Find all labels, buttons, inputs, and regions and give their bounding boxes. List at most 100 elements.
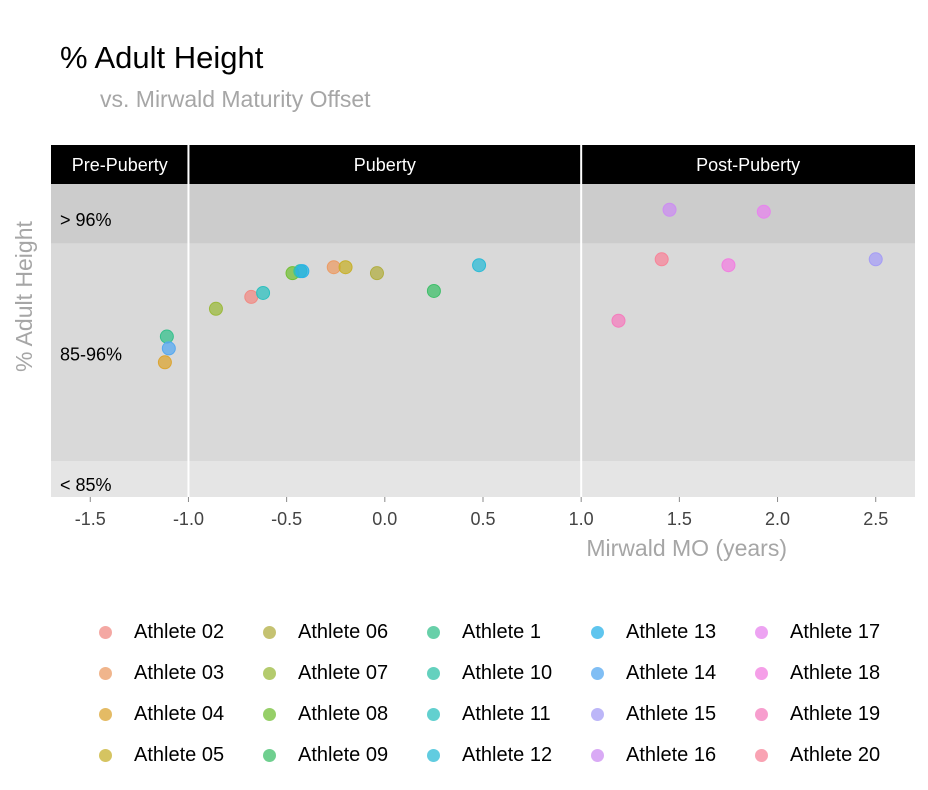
legend-item: Athlete 18 (746, 653, 910, 694)
legend-item: Athlete 14 (582, 653, 746, 694)
x-tick-label: 2.0 (765, 509, 790, 529)
phase-label-2: Post-Puberty (696, 155, 800, 175)
legend-marker (755, 667, 768, 680)
legend-marker (263, 749, 276, 762)
x-tick-label: 1.0 (569, 509, 594, 529)
legend-marker (427, 708, 440, 721)
legend-label: Athlete 1 (462, 621, 541, 643)
legend-item: Athlete 13 (582, 612, 746, 653)
legend-marker (99, 626, 112, 639)
legend-marker (263, 708, 276, 721)
phase-label-0: Pre-Puberty (72, 155, 168, 175)
point-athlete-12 (472, 258, 487, 273)
legend-marker (99, 708, 112, 721)
legend-marker (591, 708, 604, 721)
phase-label-1: Puberty (354, 155, 416, 175)
legend-label: Athlete 03 (134, 662, 225, 684)
legend-label: Athlete 02 (134, 621, 225, 643)
legend-label: Athlete 11 (462, 703, 551, 725)
legend-item: Athlete 15 (582, 694, 746, 735)
legend-item: Athlete 05 (90, 735, 254, 776)
legend-label: Athlete 08 (298, 703, 389, 725)
band-0 (51, 184, 915, 244)
legend-marker (591, 749, 604, 762)
legend-marker (99, 667, 112, 680)
x-axis-label: Mirwald MO (years) (586, 535, 787, 561)
legend-label: Athlete 17 (790, 621, 881, 643)
legend-marker (427, 749, 440, 762)
legend-marker (755, 708, 768, 721)
point-athlete-16 (662, 202, 677, 217)
legend-label: Athlete 20 (790, 744, 881, 766)
legend-item: Athlete 12 (418, 735, 582, 776)
point-athlete-18 (721, 258, 736, 273)
phase-header (51, 145, 915, 184)
chart-title: % Adult Height (60, 40, 264, 75)
x-tick-label: 1.5 (667, 509, 692, 529)
chart-subtitle: vs. Mirwald Maturity Offset (100, 86, 371, 112)
legend-item: Athlete 04 (90, 694, 254, 735)
legend-item: Athlete 19 (746, 694, 910, 735)
point-athlete-09 (426, 283, 441, 298)
y-axis-label: % Adult Height (11, 221, 37, 372)
x-tick-label: 0.0 (372, 509, 397, 529)
x-tick-label: 0.5 (470, 509, 495, 529)
legend-item: Athlete 17 (746, 612, 910, 653)
legend-item: Athlete 02 (90, 612, 254, 653)
point-athlete-07 (208, 301, 223, 316)
legend-label: Athlete 05 (134, 744, 225, 766)
legend: Athlete 02 Athlete 03 Athlete 04 Athlete 05… (90, 612, 910, 776)
legend-item: Athlete 09 (254, 735, 418, 776)
legend-marker (263, 626, 276, 639)
point-athlete-14 (161, 341, 176, 356)
legend-label: Athlete 09 (298, 744, 389, 766)
band-label-0: > 96% (60, 210, 112, 230)
legend-marker (263, 667, 276, 680)
legend-marker (591, 626, 604, 639)
point-athlete-1 (159, 329, 174, 344)
legend-item: Athlete 08 (254, 694, 418, 735)
legend-label: Athlete 10 (462, 662, 553, 684)
band-2 (51, 461, 915, 497)
legend-item: Athlete 07 (254, 653, 418, 694)
legend-label: Athlete 15 (626, 703, 717, 725)
point-athlete-13 (295, 264, 310, 279)
point-athlete-20 (654, 252, 669, 267)
legend-label: Athlete 12 (462, 744, 553, 766)
legend-label: Athlete 07 (298, 662, 389, 684)
legend-item: Athlete 16 (582, 735, 746, 776)
band-label-2: < 85% (60, 475, 112, 495)
point-athlete-06 (369, 266, 384, 281)
band-label-1: 85-96% (60, 344, 122, 364)
legend-marker (99, 749, 112, 762)
x-tick-label: -0.5 (271, 509, 302, 529)
legend-marker (427, 667, 440, 680)
point-athlete-02 (244, 289, 259, 304)
legend-label: Athlete 04 (134, 703, 225, 725)
scatter-chart: > 96% 85-96% < 85% Pre-Puberty Puberty Post-… (11, 145, 915, 561)
legend-item: Athlete 20 (746, 735, 910, 776)
point-athlete-11 (256, 285, 271, 300)
point-athlete-03 (326, 260, 341, 275)
legend-label: Athlete 14 (626, 662, 717, 684)
legend-label: Athlete 16 (626, 744, 717, 766)
legend-label: Athlete 06 (298, 621, 389, 643)
legend-label: Athlete 13 (626, 621, 717, 643)
point-athlete-15 (868, 252, 883, 267)
x-tick-label: -1.5 (75, 509, 106, 529)
legend-item: Athlete 1 (418, 612, 582, 653)
x-tick-label: 2.5 (863, 509, 888, 529)
legend-marker (755, 626, 768, 639)
legend-marker (755, 749, 768, 762)
point-athlete-17 (756, 204, 771, 219)
point-athlete-04 (157, 355, 172, 370)
legend-item: Athlete 10 (418, 653, 582, 694)
point-athlete-19 (611, 313, 626, 328)
legend-label: Athlete 19 (790, 703, 881, 725)
x-tick-label: -1.0 (173, 509, 204, 529)
legend-label: Athlete 18 (790, 662, 881, 684)
legend-item: Athlete 03 (90, 653, 254, 694)
legend-marker (591, 667, 604, 680)
legend-item: Athlete 06 (254, 612, 418, 653)
point-athlete-05 (338, 260, 353, 275)
